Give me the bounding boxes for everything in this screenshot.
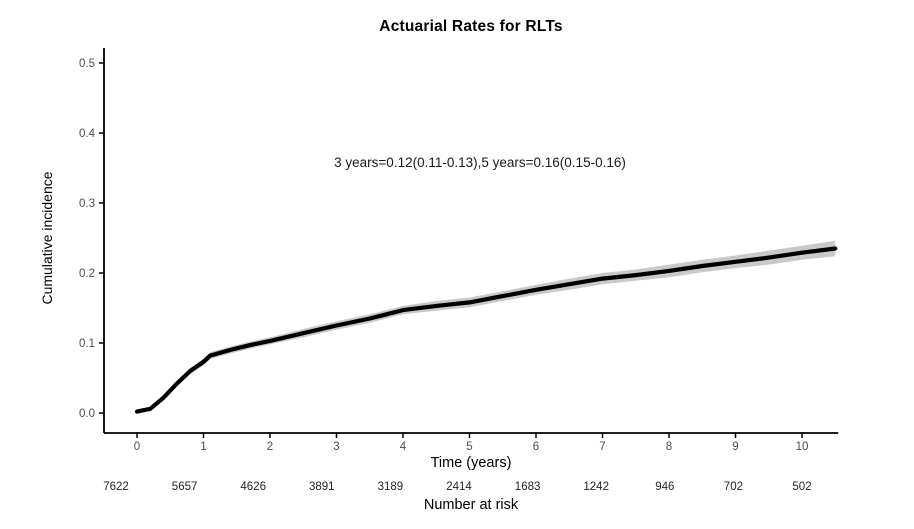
x-tick-label: 10 [796,441,809,453]
y-tick-label: 0.2 [79,268,95,280]
x-tick-label: 2 [267,441,273,453]
x-axis-title: Time (years) [430,455,512,471]
x-tick-label: 0 [134,441,140,453]
confidence-band [137,240,836,413]
x-tick-label: 1 [200,441,206,453]
y-tick-label: 0.3 [79,198,95,210]
x-tick-label: 8 [666,441,672,453]
y-tick-label: 0.5 [79,58,95,70]
rate-annotation: 3 years=0.12(0.11-0.13),5 years=0.16(0.1… [334,155,626,170]
x-tick-label: 7 [599,441,605,453]
x-tick-label: 4 [400,441,407,453]
cumulative-incidence-line [134,246,838,414]
y-tick-label: 0.4 [79,128,96,140]
x-tick-label: 5 [466,441,472,453]
x-tick-label: 3 [333,441,339,453]
chart-title: Actuarial Rates for RLTs [379,18,563,35]
x-tick-label: 6 [533,441,539,453]
x-tick-label: 9 [732,441,738,453]
number-at-risk-label: Number at risk [423,497,519,513]
y-tick-label: 0.0 [79,408,95,420]
y-tick-label: 0.1 [79,338,95,350]
